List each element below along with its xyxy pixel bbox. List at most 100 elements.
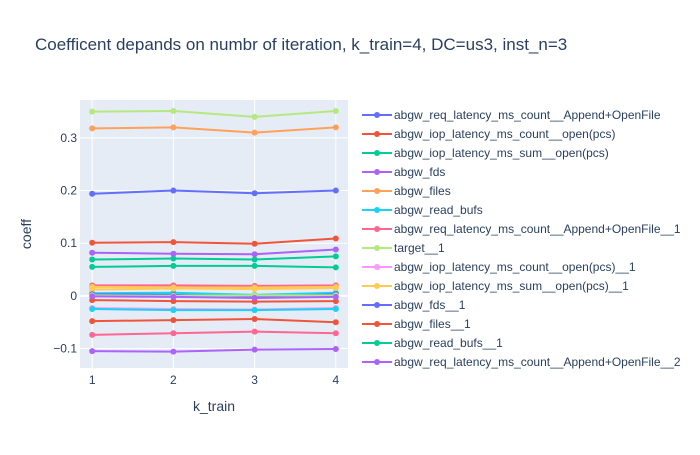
data-point [332, 187, 339, 194]
legend-item-8[interactable]: target__1 [362, 241, 445, 255]
legend-label: abgw_files [394, 184, 451, 198]
data-point [170, 293, 177, 300]
data-point [170, 307, 177, 314]
series-20 [89, 283, 339, 291]
series-line [92, 126, 336, 134]
legend-item-6[interactable]: abgw_read_bufs [362, 203, 483, 217]
series-1 [89, 187, 339, 197]
legend-item-4[interactable]: abgw_fds [362, 165, 445, 179]
data-point [332, 108, 339, 115]
legend-swatch-marker [374, 169, 380, 175]
data-point [170, 239, 177, 246]
series-line [92, 248, 336, 256]
legend-label: abgw_req_latency_ms_count__Append+OpenFi… [394, 108, 661, 122]
series-line [92, 255, 336, 261]
legend-item-10[interactable]: abgw_iop_latency_ms_sum__open(pcs)__1 [362, 279, 629, 293]
data-point [251, 307, 258, 314]
data-point [251, 262, 258, 269]
series-8 [89, 108, 339, 120]
series-line [92, 285, 336, 289]
legend-item-5[interactable]: abgw_files [362, 184, 451, 198]
legend-item-12[interactable]: abgw_files__1 [362, 317, 471, 331]
data-point [89, 108, 96, 115]
data-point [332, 283, 339, 290]
legend-swatch-marker [374, 131, 380, 137]
legend-item-11[interactable]: abgw_fds__1 [362, 298, 466, 312]
data-point [332, 246, 339, 253]
series-line [92, 330, 336, 336]
data-point [251, 113, 258, 120]
legend-swatch-marker [374, 359, 380, 365]
legend-swatch-marker [374, 340, 380, 346]
data-point [332, 235, 339, 242]
legend[interactable]: abgw_req_latency_ms_count__Append+OpenFi… [362, 108, 681, 369]
x-tick-label: 1 [89, 373, 96, 387]
series-15 [89, 328, 339, 338]
data-point [89, 125, 96, 132]
data-point [89, 256, 96, 263]
x-tick-label: 4 [332, 373, 339, 387]
legend-swatch-marker [374, 188, 380, 194]
data-point [332, 346, 339, 353]
series-line [92, 299, 336, 303]
legend-item-14[interactable]: abgw_req_latency_ms_count__Append+OpenFi… [362, 355, 681, 369]
data-point [170, 255, 177, 262]
data-point [89, 283, 96, 290]
legend-swatch-marker [374, 302, 380, 308]
series-16 [89, 297, 339, 305]
y-tick-label: 0 [70, 289, 77, 303]
axes: 1 2 3 4 −0.1 0 0.1 0.2 0.3 [53, 131, 339, 387]
x-axis-title: k_train [193, 398, 235, 414]
data-point [332, 264, 339, 271]
data-point [170, 284, 177, 291]
legend-item-1[interactable]: abgw_req_latency_ms_count__Append+OpenFi… [362, 108, 661, 122]
chart-title: Coefficent depands on numbr of iteration… [35, 35, 567, 54]
legend-item-7[interactable]: abgw_req_latency_ms_count__Append+OpenFi… [362, 222, 681, 236]
legend-swatch-marker [374, 245, 380, 251]
legend-label: abgw_read_bufs [394, 203, 483, 217]
legend-label: abgw_iop_latency_ms_sum__open(pcs)__1 [394, 279, 629, 293]
data-point [170, 348, 177, 355]
data-point [170, 108, 177, 115]
series-line [92, 286, 336, 291]
data-point [89, 263, 96, 270]
data-point [251, 256, 258, 263]
series-line [92, 308, 336, 312]
y-axis-title: coeff [18, 219, 34, 249]
data-point [170, 330, 177, 337]
data-point [332, 298, 339, 305]
series-5 [89, 124, 339, 136]
data-point [251, 129, 258, 136]
data-point [251, 294, 258, 301]
data-point [89, 249, 96, 256]
data-point [251, 346, 258, 353]
legend-label: abgw_req_latency_ms_count__Append+OpenFi… [394, 222, 681, 236]
legend-item-13[interactable]: abgw_read_bufs__1 [362, 336, 503, 350]
data-point [89, 331, 96, 338]
series-13 [89, 262, 339, 271]
series-2 [89, 235, 339, 247]
y-tick-label: 0.1 [60, 236, 77, 250]
data-point [89, 190, 96, 197]
legend-label: abgw_fds [394, 165, 445, 179]
legend-item-9[interactable]: abgw_iop_latency_ms_count__open(pcs)__1 [362, 260, 636, 274]
legend-swatch-marker [374, 112, 380, 118]
legend-item-2[interactable]: abgw_iop_latency_ms_count__open(pcs) [362, 127, 615, 141]
series-19 [89, 293, 339, 301]
data-point [89, 293, 96, 300]
data-point [251, 316, 258, 323]
data-point [170, 250, 177, 257]
data-point [332, 124, 339, 131]
data-point [170, 262, 177, 269]
data-point [332, 306, 339, 313]
data-point [251, 284, 258, 291]
series-3 [89, 253, 339, 263]
y-tick-label: −0.1 [53, 342, 77, 356]
data-point [332, 253, 339, 260]
legend-swatch-marker [374, 207, 380, 213]
legend-item-3[interactable]: abgw_iop_latency_ms_sum__open(pcs) [362, 146, 609, 160]
data-point [332, 319, 339, 326]
y-tick-label: 0.2 [60, 184, 77, 198]
